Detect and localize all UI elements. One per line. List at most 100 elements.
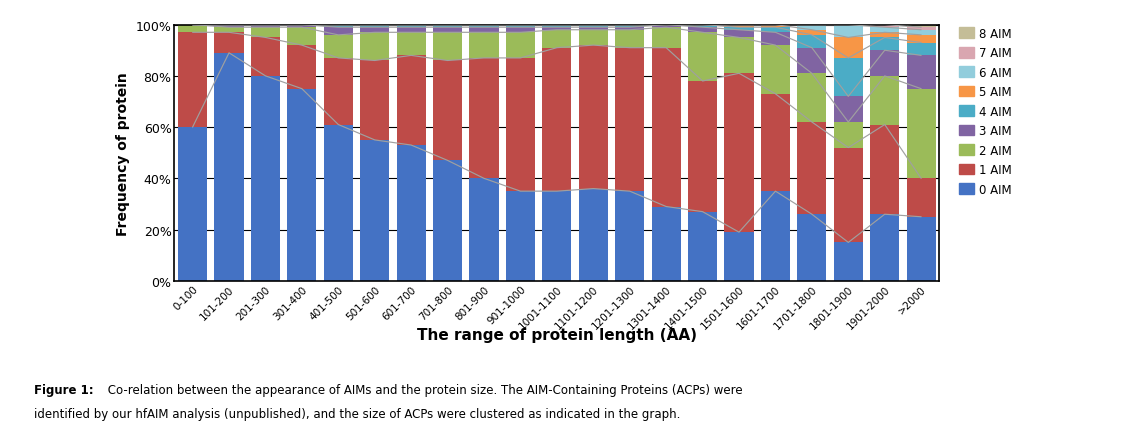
Bar	[506, 28, 536, 33]
Bar	[397, 146, 425, 281]
Bar	[360, 26, 389, 28]
Bar	[907, 89, 936, 179]
Bar	[798, 26, 827, 31]
Bar	[178, 128, 207, 281]
Bar	[506, 33, 536, 59]
Bar	[542, 28, 572, 31]
Bar	[688, 33, 717, 82]
Bar	[760, 46, 790, 95]
Bar	[834, 26, 863, 38]
Bar	[907, 217, 936, 281]
Bar	[360, 141, 389, 281]
Bar	[907, 31, 936, 36]
Bar	[907, 26, 936, 28]
Bar	[760, 192, 790, 281]
Bar	[724, 31, 754, 38]
Bar	[251, 77, 280, 281]
Bar	[215, 28, 244, 33]
Bar	[578, 28, 608, 31]
Bar	[397, 56, 425, 146]
Bar	[433, 33, 462, 61]
Bar	[397, 33, 425, 56]
Bar	[469, 28, 498, 33]
Bar	[324, 26, 353, 28]
Bar	[287, 26, 316, 28]
Bar	[469, 33, 498, 59]
Bar	[251, 26, 280, 28]
Bar	[433, 28, 462, 33]
Bar	[760, 28, 790, 33]
Bar	[578, 26, 608, 28]
Bar	[798, 215, 827, 281]
Bar	[834, 243, 863, 281]
Bar	[178, 26, 207, 33]
Bar	[724, 28, 754, 31]
Bar	[907, 43, 936, 56]
Bar	[506, 192, 536, 281]
Bar	[870, 215, 899, 281]
Text: Co-relation between the appearance of AIMs and the protein size. The AIM-Contain: Co-relation between the appearance of AI…	[104, 383, 743, 396]
Bar	[397, 28, 425, 33]
Bar	[798, 74, 827, 123]
Bar	[615, 28, 645, 31]
Bar	[542, 31, 572, 49]
Bar	[433, 26, 462, 28]
Bar	[870, 77, 899, 125]
Bar	[469, 26, 498, 28]
Bar	[215, 54, 244, 281]
Bar	[615, 192, 645, 281]
Bar	[651, 28, 681, 49]
Bar	[870, 26, 899, 28]
Bar	[615, 31, 645, 49]
Bar	[433, 61, 462, 161]
Bar	[324, 125, 353, 281]
Bar	[324, 28, 353, 36]
Bar	[324, 59, 353, 125]
Bar	[798, 49, 827, 74]
Text: identified by our hfAIM analysis (unpublished), and the size of ACPs were cluste: identified by our hfAIM analysis (unpubl…	[34, 407, 681, 420]
Bar	[397, 26, 425, 28]
Bar	[724, 26, 754, 28]
Bar	[834, 148, 863, 243]
Bar	[760, 26, 790, 28]
Bar	[251, 28, 280, 38]
Bar	[834, 123, 863, 148]
Bar	[688, 26, 717, 28]
Y-axis label: Frequency of protein: Frequency of protein	[116, 72, 130, 235]
Bar	[360, 33, 389, 61]
Bar	[651, 49, 681, 207]
Bar	[360, 61, 389, 141]
Bar	[324, 36, 353, 59]
Bar	[798, 123, 827, 215]
Bar	[615, 49, 645, 192]
Bar	[542, 49, 572, 192]
Bar	[469, 59, 498, 179]
Bar	[578, 31, 608, 46]
Bar	[578, 189, 608, 281]
Bar	[433, 161, 462, 281]
Bar	[651, 207, 681, 281]
Bar	[870, 51, 899, 77]
Bar	[870, 28, 899, 33]
Bar	[615, 26, 645, 28]
Bar	[287, 89, 316, 281]
Bar	[542, 26, 572, 28]
Bar	[834, 97, 863, 123]
Bar	[870, 38, 899, 51]
Bar	[578, 46, 608, 189]
Bar	[798, 36, 827, 49]
Bar	[760, 33, 790, 46]
Bar	[724, 38, 754, 74]
Bar	[506, 26, 536, 28]
Bar	[760, 95, 790, 192]
Bar	[907, 36, 936, 43]
Bar	[834, 38, 863, 59]
Bar	[251, 38, 280, 77]
Bar	[870, 125, 899, 215]
Bar	[907, 28, 936, 31]
Text: Figure 1:: Figure 1:	[34, 383, 93, 396]
Bar	[287, 46, 316, 89]
Bar	[542, 192, 572, 281]
Text: The range of protein length (AA): The range of protein length (AA)	[417, 327, 696, 342]
Bar	[178, 33, 207, 128]
